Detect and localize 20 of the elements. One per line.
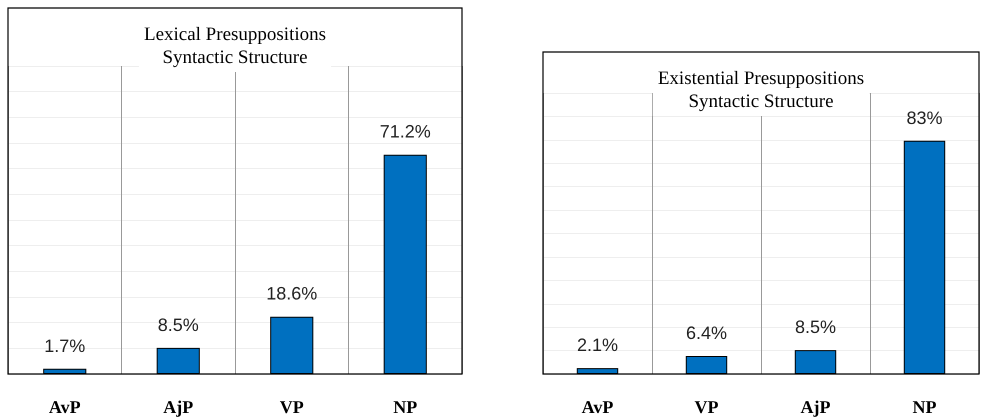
x-tick-label: NP — [393, 397, 418, 417]
data-label: 2.1% — [576, 335, 618, 356]
chart-title: Lexical Presuppositions — [144, 24, 326, 45]
chart-subtitle: Syntactic Structure — [162, 47, 308, 68]
chart-title: Existential Presuppositions — [658, 68, 864, 89]
x-tick-label: VP — [280, 397, 304, 417]
chart-subtitle: Syntactic Structure — [688, 91, 834, 112]
data-label: 71.2% — [380, 122, 431, 142]
data-label: 83% — [906, 108, 943, 128]
data-label: 8.5% — [794, 317, 836, 338]
x-tick-label: AjP — [800, 397, 830, 417]
x-tick-label: NP — [912, 397, 936, 417]
x-tick-label: AvP — [48, 397, 81, 417]
data-label: 1.7% — [44, 336, 86, 356]
x-tick-label: VP — [694, 397, 718, 417]
data-label: 8.5% — [158, 314, 199, 335]
data-label: 6.4% — [686, 323, 728, 344]
x-tick-label: AvP — [582, 397, 614, 417]
x-tick-label: AjP — [163, 397, 194, 417]
data-label: 18.6% — [266, 284, 318, 304]
